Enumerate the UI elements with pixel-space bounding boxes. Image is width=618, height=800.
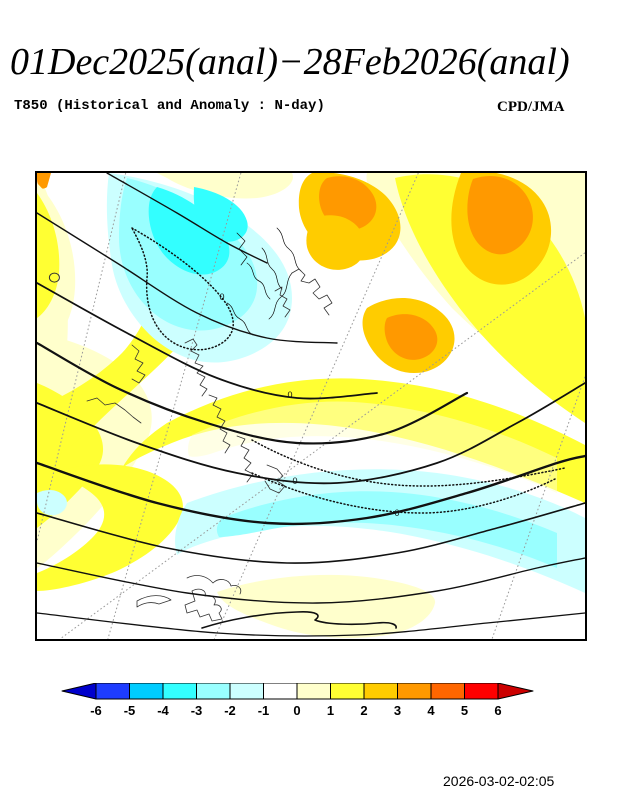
svg-text:2: 2 (360, 703, 367, 718)
svg-text:1: 1 (327, 703, 334, 718)
svg-text:0: 0 (292, 476, 297, 486)
svg-text:4: 4 (427, 703, 435, 718)
svg-text:-4: -4 (157, 703, 169, 718)
svg-text:0: 0 (219, 292, 224, 302)
svg-text:-3: -3 (191, 703, 203, 718)
svg-text:0: 0 (394, 508, 399, 518)
svg-text:-5: -5 (124, 703, 136, 718)
svg-text:0: 0 (293, 703, 300, 718)
svg-text:5: 5 (461, 703, 468, 718)
svg-text:6: 6 (494, 703, 501, 718)
svg-text:0: 0 (287, 390, 292, 400)
svg-text:-6: -6 (90, 703, 102, 718)
svg-text:-2: -2 (224, 703, 236, 718)
svg-text:-1: -1 (258, 703, 270, 718)
svg-text:3: 3 (394, 703, 401, 718)
